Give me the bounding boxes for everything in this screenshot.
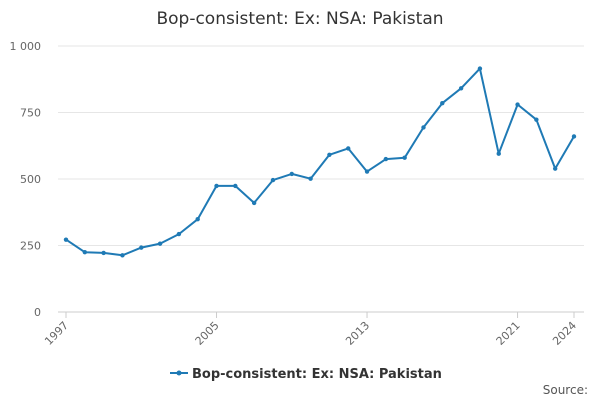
x-tick-label: 2021 (494, 319, 523, 348)
data-point[interactable] (421, 125, 426, 130)
data-point[interactable] (101, 250, 106, 256)
x-tick-label: 2005 (193, 319, 222, 348)
series-line[interactable] (65, 67, 575, 257)
chart-title: Bop-consistent: Ex: NSA: Pakistan (156, 9, 443, 29)
data-point[interactable] (308, 176, 313, 181)
data-point[interactable] (458, 86, 464, 91)
y-tick-label: 0 (34, 306, 41, 319)
data-point[interactable] (496, 151, 501, 156)
data-point[interactable] (440, 100, 445, 106)
x-tick-label: 2024 (550, 319, 579, 348)
data-point[interactable] (139, 245, 144, 250)
y-tick-label: 500 (20, 173, 41, 186)
data-point[interactable] (157, 241, 163, 246)
data-point[interactable] (251, 200, 257, 206)
data-point[interactable] (327, 152, 332, 157)
data-point[interactable] (120, 253, 125, 258)
data-point[interactable] (477, 66, 483, 71)
axes: 0 250 500 750 1 000 1997 2005 2013 2021 2024 (10, 40, 584, 348)
y-tick-label: 1 000 (10, 40, 42, 53)
legend-label: Bop-consistent: Ex: NSA: Pakistan (192, 367, 442, 382)
legend[interactable]: Bop-consistent: Ex: NSA: Pakistan (170, 367, 442, 382)
data-point[interactable] (214, 183, 219, 189)
data-point[interactable] (289, 171, 294, 177)
data-point[interactable] (571, 134, 577, 139)
data-point[interactable] (270, 177, 276, 183)
x-tick-label: 1997 (42, 319, 71, 348)
series (63, 66, 577, 258)
y-tick-label: 250 (20, 240, 41, 253)
data-point[interactable] (383, 156, 389, 162)
data-point[interactable] (233, 183, 238, 189)
data-point[interactable] (82, 249, 88, 255)
x-tick-label: 2013 (343, 319, 372, 348)
data-point[interactable] (364, 169, 370, 174)
data-point[interactable] (346, 146, 351, 151)
data-point[interactable] (515, 102, 520, 107)
data-point[interactable] (534, 117, 539, 122)
data-point[interactable] (176, 231, 182, 237)
y-tick-label: 750 (20, 107, 41, 120)
data-point[interactable] (63, 237, 69, 242)
data-point[interactable] (402, 155, 407, 160)
source-label: Source: (543, 383, 588, 397)
data-point[interactable] (195, 216, 200, 222)
data-point[interactable] (552, 166, 558, 171)
legend-marker-swatch (176, 370, 182, 376)
grid (58, 45, 584, 246)
